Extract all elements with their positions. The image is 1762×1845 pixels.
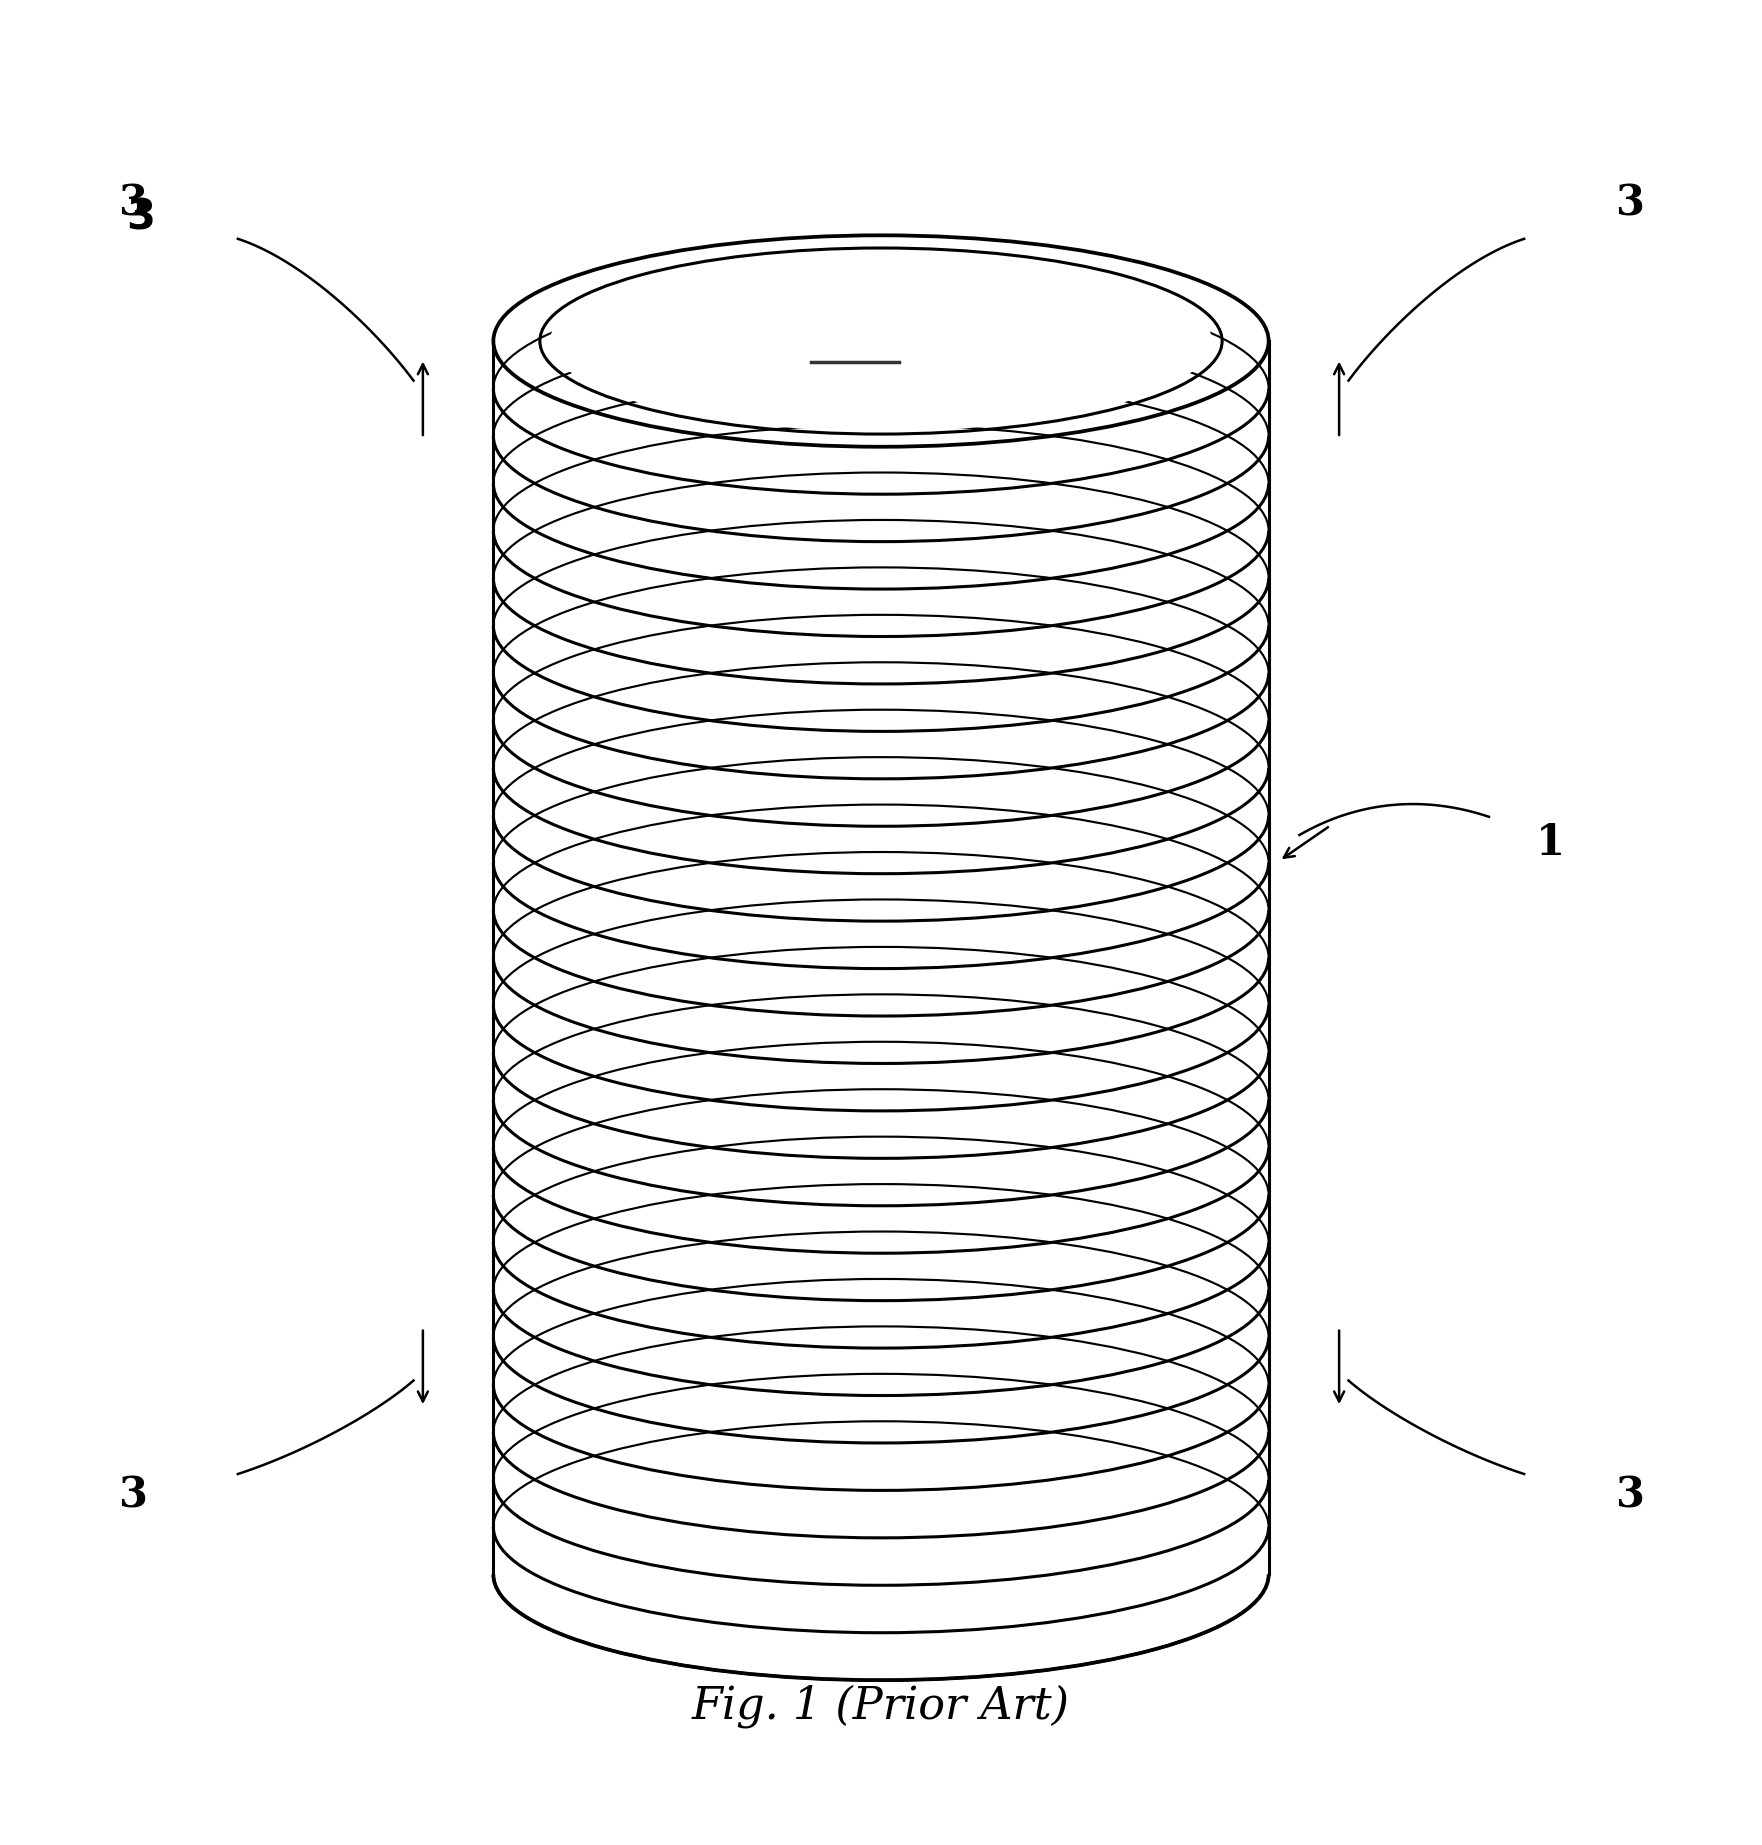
Ellipse shape — [550, 251, 1212, 432]
Text: 3: 3 — [127, 197, 155, 238]
Text: 3: 3 — [118, 1474, 146, 1517]
Text: 3: 3 — [1616, 1474, 1644, 1517]
Text: Fig. 1 (Prior Art): Fig. 1 (Prior Art) — [692, 1684, 1070, 1729]
Text: 3: 3 — [118, 183, 146, 225]
Text: 1: 1 — [1536, 823, 1565, 863]
Polygon shape — [493, 341, 1269, 1574]
Text: 3: 3 — [1616, 183, 1644, 225]
